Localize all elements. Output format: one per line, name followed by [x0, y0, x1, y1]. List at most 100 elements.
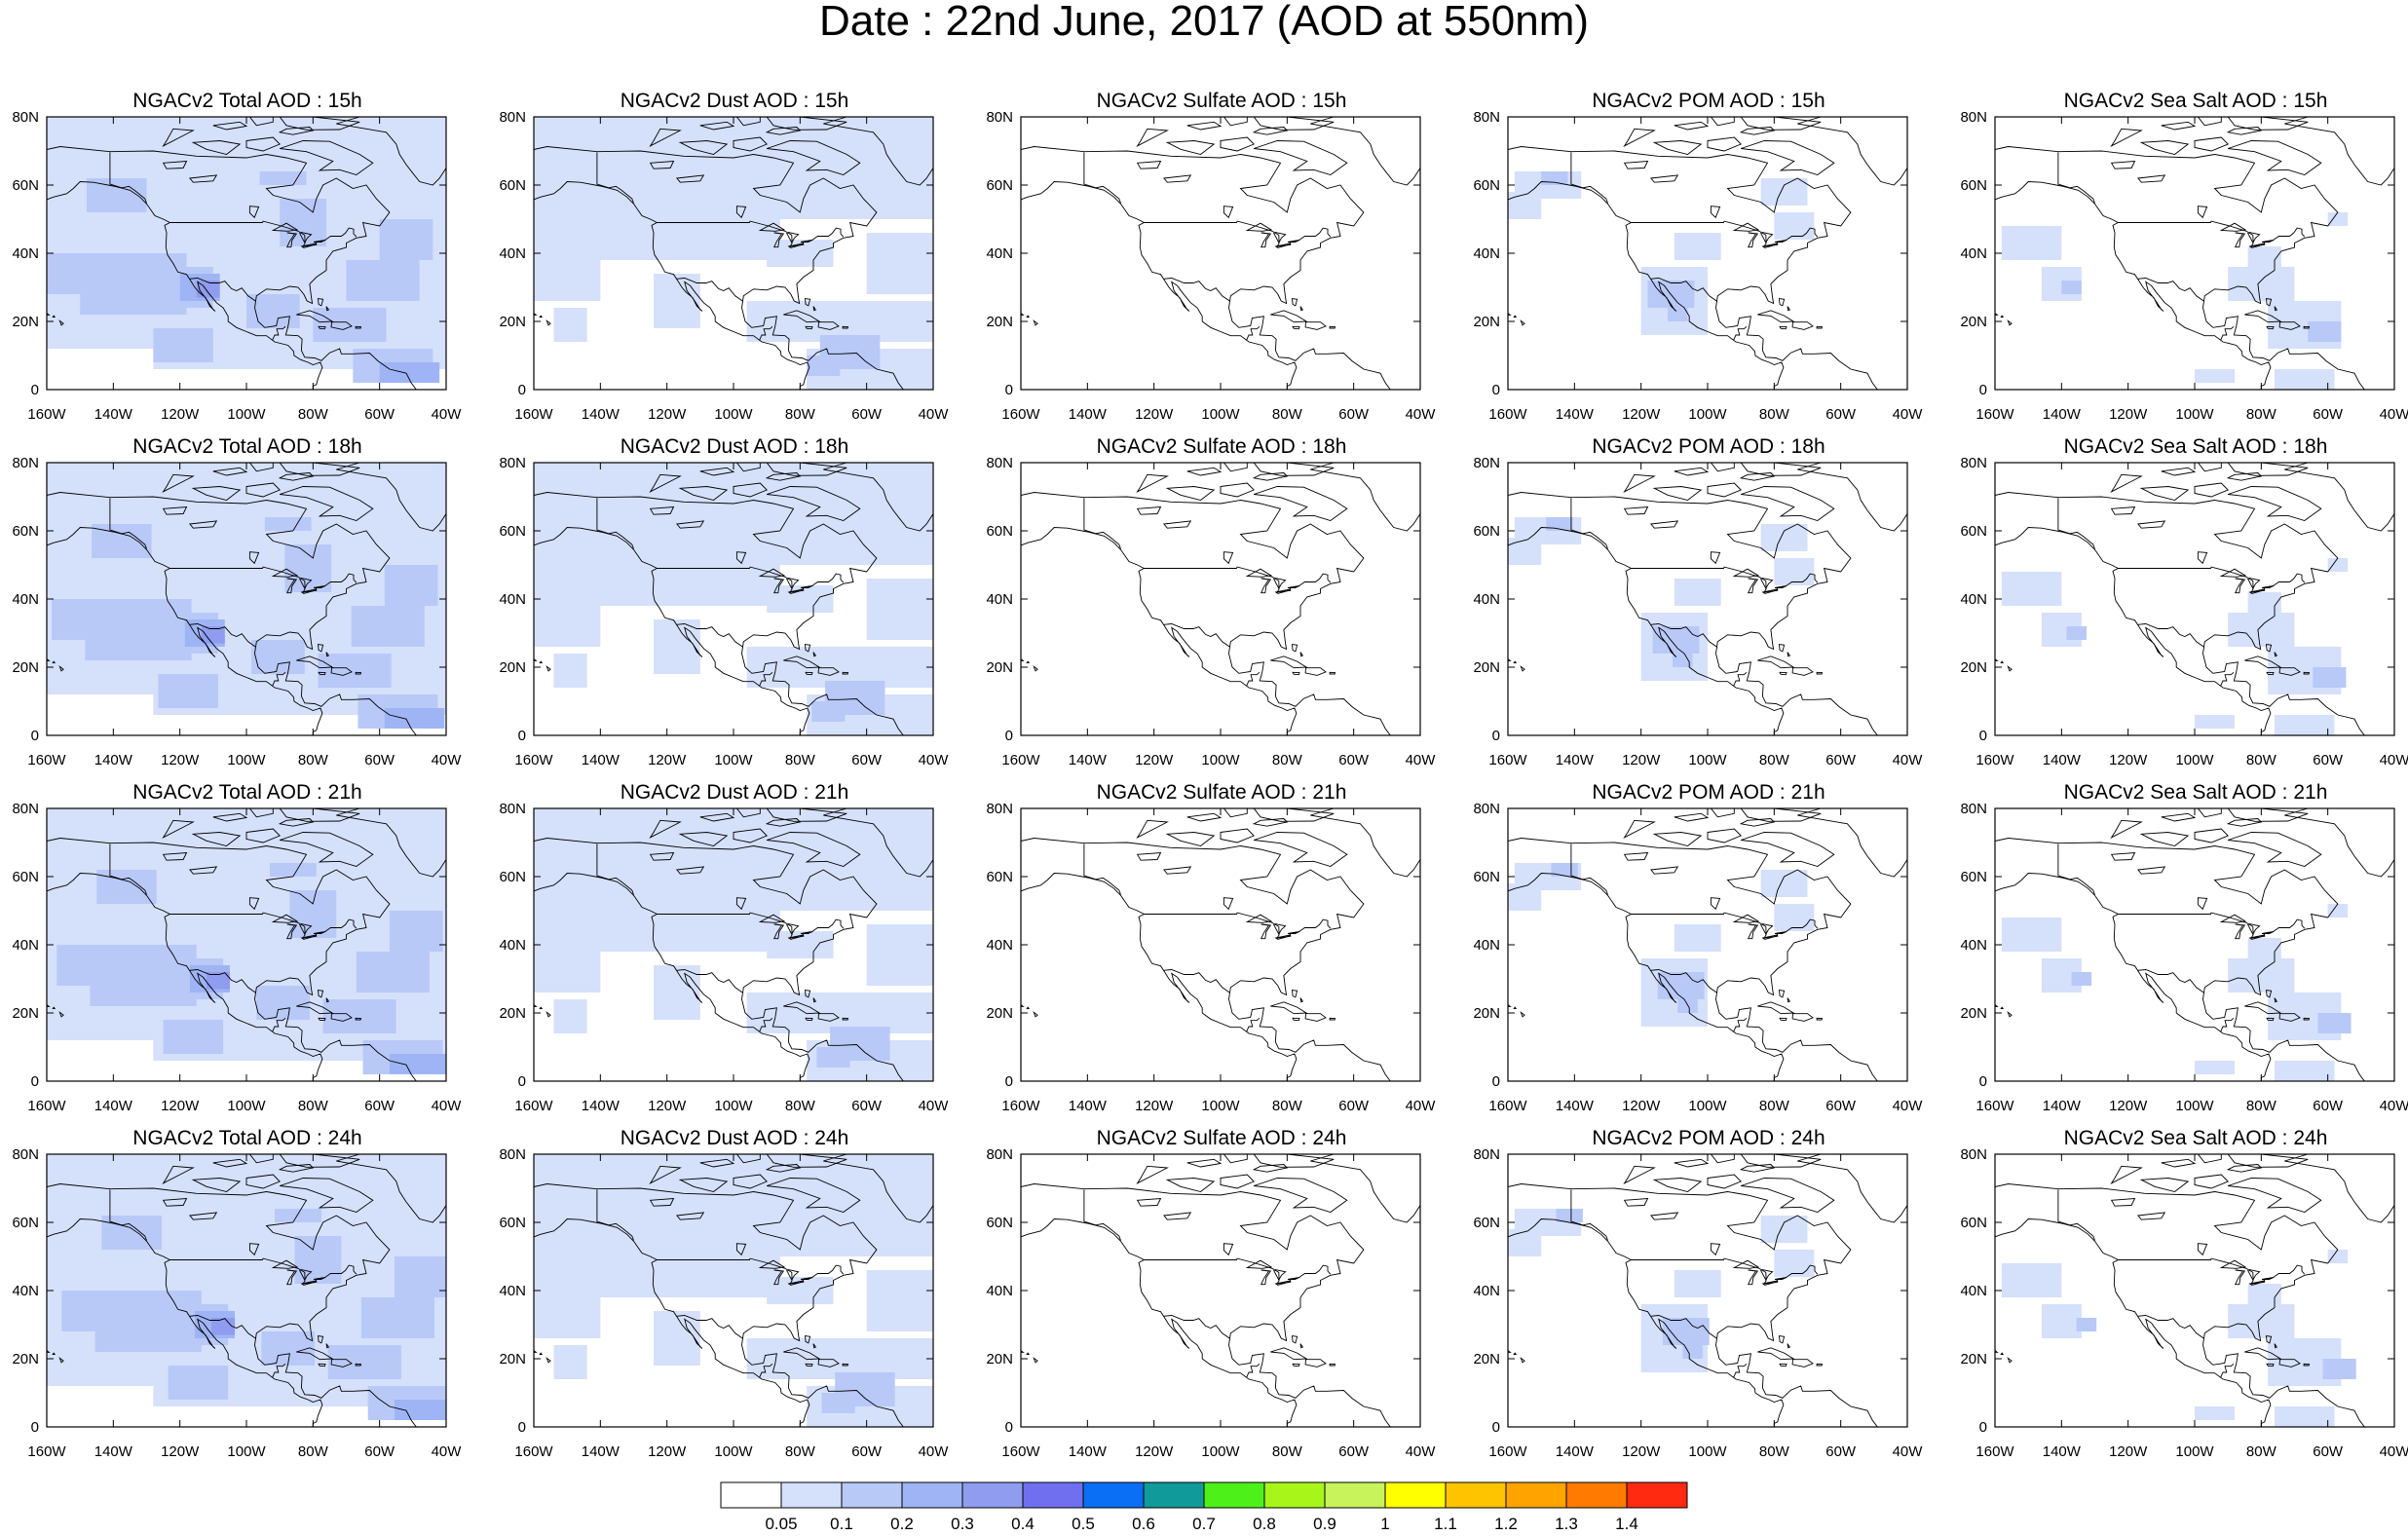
lake-outline	[162, 160, 188, 169]
coastline-arctic-island	[280, 486, 374, 521]
lake-outline	[271, 222, 299, 232]
aod-shade-cell	[2076, 1318, 2097, 1331]
coastline-arctic-island	[699, 1158, 735, 1168]
x-tick-label: 40W	[919, 1443, 950, 1460]
political-border	[1246, 325, 1260, 341]
coastline-arctic-island	[1652, 832, 1703, 846]
political-border	[1163, 278, 1230, 302]
y-tick-label: 40N	[1960, 937, 1987, 954]
colorbar-swatch	[1203, 1481, 1265, 1509]
aod-shade-cell	[168, 1366, 229, 1400]
lake-outline	[1163, 174, 1192, 183]
x-tick-label: 100W	[1688, 406, 1727, 423]
coastline-caribbean-island	[804, 644, 811, 653]
map-panel-sulfate-18h: NGACv2 Sulfate AOD : 18h 160W 140W 120W 100W…	[986, 435, 1508, 768]
coastline-caribbean-island	[1778, 990, 1786, 998]
panel-title: NGACv2 POM AOD : 21h	[1592, 781, 1825, 804]
coastline-arctic-island	[2228, 140, 2322, 175]
y-tick-label: 0	[1005, 382, 1013, 398]
political-border	[2220, 1017, 2235, 1032]
political-border	[109, 1189, 147, 1241]
coastline-arctic-island	[735, 463, 761, 472]
y-tick-label: 20N	[499, 659, 526, 676]
coastline-caribbean-island	[318, 325, 326, 330]
lake-outline	[2219, 914, 2247, 923]
lake-outline	[1747, 923, 1759, 940]
x-tick-label: 60W	[1338, 1098, 1370, 1114]
coastline-arctic-island	[1136, 1165, 1169, 1184]
y-tick-label: 40N	[1473, 591, 1500, 608]
coastline-caribbean-island	[1292, 1017, 1300, 1022]
coastline-caribbean-island	[296, 656, 334, 669]
coastline-arctic-island	[765, 818, 802, 827]
lake-outline	[285, 923, 298, 940]
coastline-caribbean-island	[1270, 656, 1308, 669]
aod-shade-cell	[322, 999, 396, 1033]
x-tick-label: 80W	[785, 406, 816, 423]
colorbar-label: 0.3	[951, 1515, 974, 1533]
map-panel-total-21h: NGACv2 Total AOD : 21h 160W 140W 120W 100W 80…	[12, 781, 534, 1114]
lake-outline	[1710, 1243, 1721, 1256]
aod-shade-cell	[2195, 1061, 2235, 1074]
y-tick-label: 0	[518, 382, 526, 398]
coastline-arctic-island	[1710, 117, 1735, 127]
x-tick-label: 100W	[714, 752, 753, 768]
x-tick-label: 80W	[298, 1443, 329, 1460]
x-tick-label: 120W	[2109, 406, 2148, 423]
lake-outline	[162, 851, 188, 861]
colorbar-swatch	[1022, 1481, 1084, 1509]
coastline-caribbean-island	[1291, 990, 1298, 998]
coastline-caribbean-island	[1292, 671, 1300, 676]
aod-shade-cell	[163, 1020, 224, 1054]
political-border	[1144, 912, 1332, 939]
x-tick-label: 60W	[2313, 752, 2344, 768]
y-tick-label: 20N	[1960, 314, 1987, 330]
political-border	[1570, 1189, 1608, 1241]
coastline-caribbean-island	[330, 1359, 353, 1367]
coastline-arctic-island	[1252, 127, 1289, 135]
lake-outline	[271, 914, 299, 923]
aod-shading	[1021, 808, 1420, 1081]
aod-shade-cell	[654, 619, 700, 674]
coastline-arctic-island	[2194, 482, 2229, 498]
coastline-caribbean-island	[1779, 1017, 1787, 1022]
coastline-arctic-island	[1710, 463, 1735, 472]
x-tick-label: 100W	[714, 1098, 753, 1114]
x-tick-label: 160W	[1001, 752, 1040, 768]
lake-outline	[649, 160, 675, 169]
coastline-caribbean-island	[1270, 310, 1308, 323]
political-border	[272, 1017, 286, 1032]
coastline-arctic-island	[699, 467, 735, 476]
political-border	[2057, 152, 2095, 204]
y-tick-label: 80N	[499, 109, 526, 126]
lake-outline	[299, 923, 313, 936]
political-border	[2118, 566, 2306, 593]
lake-outline	[1273, 578, 1287, 590]
political-border	[1733, 1017, 1748, 1032]
coastline-hawaii-island	[1520, 1011, 1525, 1018]
x-tick-label: 60W	[364, 1098, 395, 1114]
x-tick-label: 160W	[1975, 1443, 2014, 1460]
y-tick-label: 20N	[499, 314, 526, 330]
y-tick-label: 60N	[986, 523, 1013, 540]
aod-shade-cell	[275, 1209, 321, 1222]
political-border	[109, 152, 147, 204]
lake-outline	[1710, 897, 1721, 911]
coastline-arctic-island	[1739, 127, 1776, 135]
coastline-arctic-island	[2228, 1178, 2322, 1213]
lake-outline	[1273, 232, 1287, 244]
aod-shade-cell	[207, 972, 230, 990]
coastline-arctic-island	[1707, 136, 1742, 152]
coastline-caribbean-island	[2244, 1001, 2282, 1015]
aod-shade-cell	[379, 362, 440, 383]
y-tick-label: 0	[1979, 1073, 1987, 1090]
coastline-caribbean-island	[355, 325, 362, 329]
political-border	[759, 671, 773, 687]
political-border	[272, 325, 286, 341]
coastline-arctic-island	[279, 1154, 360, 1168]
coastline-caribbean-island	[2244, 1347, 2282, 1361]
political-border	[1631, 1257, 1819, 1285]
map-panel-total-15h: NGACv2 Total AOD : 15h 160W 140W 120W 100W 80…	[12, 90, 534, 423]
coastline-north-america	[47, 838, 417, 1081]
coastline-caribbean-island	[325, 652, 330, 657]
